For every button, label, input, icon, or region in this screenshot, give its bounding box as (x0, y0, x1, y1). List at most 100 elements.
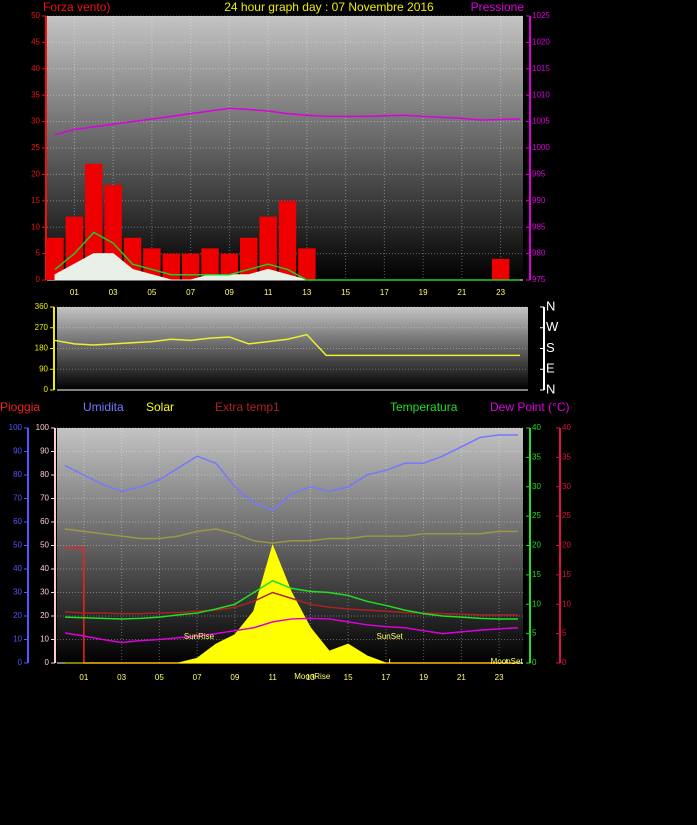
y-tick-label: 0 (44, 385, 49, 394)
wind-axis-label: Forza vento) (43, 0, 110, 14)
line (54, 107, 521, 136)
y2-tick-label: 1000 (532, 143, 550, 152)
y-tick-label: 90 (13, 447, 22, 456)
y2-tick-label: 990 (532, 196, 546, 205)
bar (298, 248, 316, 280)
y-tick-label: 50 (13, 541, 22, 550)
x-tick-label: 05 (147, 288, 156, 297)
line (54, 231, 520, 281)
y2-tick-label: 30 (532, 482, 541, 491)
y-tick-label: 0 (45, 658, 50, 667)
x-tick-label: 03 (117, 673, 126, 682)
pressure-axis-label: Pressione (471, 0, 525, 14)
y2-tick-label: 985 (532, 222, 546, 231)
x-tick-label: 07 (186, 288, 195, 297)
bar (46, 237, 64, 280)
x-tick-label: 09 (230, 673, 239, 682)
y-tick-label: 40 (13, 564, 22, 573)
y2-tick-label: 25 (562, 511, 571, 520)
legend-label: Extra temp1 (215, 400, 280, 414)
y-tick-label: 50 (40, 541, 49, 550)
x-tick-label: 23 (495, 673, 504, 682)
annotation: MoonSet (491, 657, 524, 666)
y-tick-label: 360 (35, 302, 49, 311)
annotation: SunRise (184, 632, 215, 641)
y-tick-label: 70 (13, 494, 22, 503)
y-tick-label: 50 (31, 11, 40, 20)
y2-tick-label: 40 (532, 423, 541, 432)
y2-tick-label: 15 (562, 570, 571, 579)
x-tick-label: 23 (496, 288, 505, 297)
y-tick-label: 80 (40, 470, 49, 479)
line (64, 528, 518, 544)
y-tick-label: 80 (13, 470, 22, 479)
y-tick-label: 20 (40, 611, 49, 620)
y-tick-label: 10 (31, 222, 40, 231)
y2-tick-label: 0 (532, 658, 537, 667)
y2-tick-label: 1015 (532, 64, 550, 73)
y-tick-label: 15 (31, 196, 40, 205)
y2-tick-label: 40 (562, 423, 571, 432)
y2-tick-label: E (546, 361, 555, 376)
y2-tick-label: 5 (562, 629, 567, 638)
y2-tick-label: 1025 (532, 11, 550, 20)
x-tick-label: 01 (70, 288, 79, 297)
y-tick-label: 10 (13, 635, 22, 644)
y2-tick-label: 10 (562, 599, 571, 608)
y2-tick-label: 20 (562, 541, 571, 550)
y2-tick-label: N (546, 381, 555, 396)
x-tick-label: 01 (79, 673, 88, 682)
line (54, 333, 520, 357)
y2-tick-label: 0 (562, 658, 567, 667)
bar (143, 248, 161, 280)
y-tick-label: 100 (36, 423, 50, 432)
y-tick-label: 90 (39, 364, 48, 373)
y2-tick-label: 1010 (532, 90, 550, 99)
y2-tick-label: N (546, 298, 555, 313)
y-tick-label: 70 (40, 494, 49, 503)
x-tick-label: 17 (380, 288, 389, 297)
bar (201, 248, 219, 280)
bar (162, 253, 180, 280)
x-tick-label: 17 (381, 673, 390, 682)
annotation: SunSet (377, 632, 404, 641)
y2-tick-label: 980 (532, 249, 546, 258)
x-tick-label: 11 (268, 673, 277, 682)
y-tick-label: 30 (31, 117, 40, 126)
y-tick-label: 100 (9, 423, 23, 432)
x-tick-label: 15 (344, 673, 353, 682)
legend-label: Pioggia (0, 400, 40, 414)
y-tick-label: 40 (40, 564, 49, 573)
y2-tick-label: 35 (532, 452, 541, 461)
x-tick-label: 09 (225, 288, 234, 297)
x-tick-label: 19 (419, 288, 428, 297)
y2-tick-label: 975 (532, 275, 546, 284)
bar (491, 258, 510, 280)
area (65, 543, 518, 664)
y-tick-label: 20 (31, 170, 40, 179)
legend-label: Dew Point (°C) (490, 400, 569, 414)
line (64, 617, 519, 644)
y-tick-label: 30 (40, 588, 49, 597)
bar (278, 200, 297, 280)
y-tick-label: 30 (13, 588, 22, 597)
y-tick-label: 40 (31, 64, 40, 73)
y2-tick-label: 1005 (532, 117, 550, 126)
y2-tick-label: S (546, 340, 555, 355)
bar (240, 237, 258, 280)
line (64, 591, 518, 616)
y2-tick-label: 30 (562, 482, 571, 491)
x-tick-label: 03 (109, 288, 118, 297)
legend-label: Umidita (83, 400, 124, 414)
y-tick-label: 5 (36, 249, 41, 258)
y2-tick-label: 15 (532, 570, 541, 579)
y2-tick-label: 20 (532, 541, 541, 550)
bar (181, 253, 200, 280)
y-tick-label: 25 (31, 143, 40, 152)
y-tick-label: 0 (18, 658, 23, 667)
y2-tick-label: W (546, 319, 559, 334)
y2-tick-label: 1020 (532, 38, 550, 47)
x-tick-label: 13 (302, 288, 311, 297)
x-tick-label: 21 (457, 288, 466, 297)
